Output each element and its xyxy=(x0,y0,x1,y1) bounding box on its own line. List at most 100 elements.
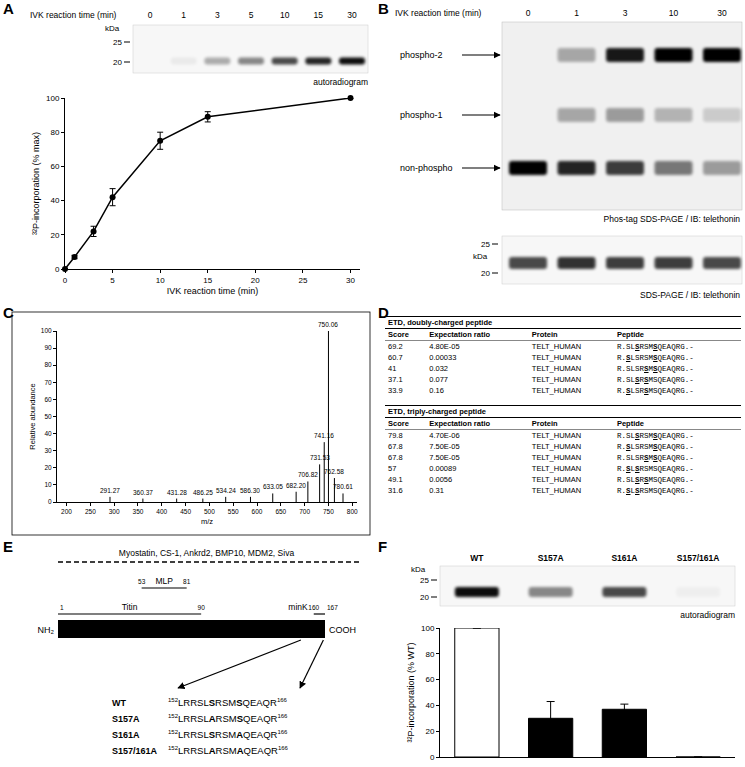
svg-text:780.61: 780.61 xyxy=(333,483,353,490)
svg-text:phospho-1: phospho-1 xyxy=(400,110,443,120)
svg-text:NH₂: NH₂ xyxy=(38,625,55,635)
svg-text:700: 700 xyxy=(299,508,310,515)
svg-text:15: 15 xyxy=(203,276,212,285)
svg-text:20: 20 xyxy=(425,727,434,736)
svg-text:750.06: 750.06 xyxy=(318,321,338,328)
svg-text:F: F xyxy=(378,538,387,555)
svg-text:3: 3 xyxy=(215,10,220,20)
svg-text:WT: WT xyxy=(112,698,126,708)
svg-text:10: 10 xyxy=(44,481,52,488)
svg-text:731.53: 731.53 xyxy=(310,454,330,461)
svg-text:Phos-tag SDS-PAGE / IB: teleth: Phos-tag SDS-PAGE / IB: telethonin xyxy=(604,214,741,224)
svg-text:S161A: S161A xyxy=(112,730,140,740)
svg-text:3: 3 xyxy=(623,8,628,18)
svg-text:10: 10 xyxy=(280,10,290,20)
svg-text:25: 25 xyxy=(113,38,122,47)
svg-text:SDS-PAGE / IB: telethonin: SDS-PAGE / IB: telethonin xyxy=(640,290,740,300)
svg-text:633.05: 633.05 xyxy=(263,483,283,490)
svg-text:phospho-2: phospho-2 xyxy=(400,50,443,60)
svg-text:C: C xyxy=(3,304,14,321)
svg-text:15: 15 xyxy=(314,10,324,20)
svg-text:100: 100 xyxy=(421,624,435,633)
svg-text:kDa: kDa xyxy=(411,565,426,574)
svg-text:152LRRSLARSMAQEAQR166: 152LRRSLARSMAQEAQR166 xyxy=(168,745,289,756)
svg-text:³²P-incorporation (% max): ³²P-incorporation (% max) xyxy=(31,132,41,235)
svg-text:30: 30 xyxy=(44,447,52,454)
svg-text:S157A: S157A xyxy=(538,553,564,563)
svg-text:167: 167 xyxy=(327,604,338,611)
svg-text:0: 0 xyxy=(430,753,435,762)
svg-text:160: 160 xyxy=(308,604,319,611)
svg-text:minK: minK xyxy=(288,602,308,612)
svg-text:152LRRSLSRSMAQEAQR166: 152LRRSLSRSMAQEAQR166 xyxy=(168,729,288,740)
svg-text:90: 90 xyxy=(44,344,52,351)
svg-text:40: 40 xyxy=(44,430,52,437)
svg-text:300: 300 xyxy=(109,508,120,515)
svg-text:IVK reaction time (min): IVK reaction time (min) xyxy=(30,10,117,20)
svg-text:0: 0 xyxy=(48,498,52,505)
svg-text:81: 81 xyxy=(183,578,191,585)
svg-text:70: 70 xyxy=(44,379,52,386)
svg-text:10: 10 xyxy=(156,276,165,285)
svg-text:IVK reaction time (min): IVK reaction time (min) xyxy=(167,286,259,296)
svg-text:682.20: 682.20 xyxy=(286,482,306,489)
svg-text:autoradiogram: autoradiogram xyxy=(313,77,368,87)
svg-text:741.16: 741.16 xyxy=(314,432,334,439)
svg-text:100: 100 xyxy=(46,94,60,103)
svg-text:152LRRSLSRSMSQEAQR166: 152LRRSLSRSMSQEAQR166 xyxy=(168,697,288,708)
svg-text:S157A: S157A xyxy=(112,714,140,724)
svg-text:486.25: 486.25 xyxy=(193,489,213,496)
svg-text:80: 80 xyxy=(425,650,434,659)
svg-text:650: 650 xyxy=(275,508,286,515)
svg-text:20: 20 xyxy=(420,593,429,602)
svg-text:706.82: 706.82 xyxy=(298,471,318,478)
svg-text:60: 60 xyxy=(425,675,434,684)
svg-text:20: 20 xyxy=(44,464,52,471)
svg-text:0: 0 xyxy=(526,8,531,18)
svg-text:A: A xyxy=(3,0,14,17)
svg-text:431.28: 431.28 xyxy=(167,489,187,496)
svg-text:550: 550 xyxy=(228,508,239,515)
svg-text:COOH: COOH xyxy=(329,625,356,635)
svg-text:10: 10 xyxy=(669,8,679,18)
svg-text:1: 1 xyxy=(574,8,579,18)
svg-text:D: D xyxy=(378,304,389,321)
svg-text:5: 5 xyxy=(110,276,115,285)
svg-text:³²P-incorporation (% WT): ³²P-incorporation (% WT) xyxy=(406,642,416,742)
svg-text:400: 400 xyxy=(156,508,167,515)
svg-text:534.24: 534.24 xyxy=(216,487,236,494)
svg-text:0: 0 xyxy=(148,10,153,20)
svg-text:60: 60 xyxy=(44,396,52,403)
svg-text:non-phospho: non-phospho xyxy=(400,163,453,173)
svg-text:autoradiogram: autoradiogram xyxy=(680,610,735,620)
svg-text:0: 0 xyxy=(55,265,60,274)
svg-text:100: 100 xyxy=(41,327,52,334)
svg-text:600: 600 xyxy=(252,508,263,515)
svg-text:25: 25 xyxy=(481,240,490,249)
svg-text:200: 200 xyxy=(61,508,72,515)
svg-text:kDa: kDa xyxy=(105,24,120,33)
svg-text:kDa: kDa xyxy=(473,252,488,261)
svg-text:40: 40 xyxy=(425,701,434,710)
svg-text:350: 350 xyxy=(133,508,144,515)
svg-text:60: 60 xyxy=(50,162,59,171)
svg-text:586.30: 586.30 xyxy=(240,487,260,494)
svg-text:5: 5 xyxy=(249,10,254,20)
svg-text:53: 53 xyxy=(138,578,146,585)
svg-text:B: B xyxy=(378,0,389,17)
svg-text:30: 30 xyxy=(717,8,727,18)
svg-text:1: 1 xyxy=(60,604,64,611)
svg-text:80: 80 xyxy=(44,361,52,368)
svg-text:80: 80 xyxy=(50,128,59,137)
svg-text:750: 750 xyxy=(323,508,334,515)
svg-text:152LRRSLARSMSQEAQR166: 152LRRSLARSMSQEAQR166 xyxy=(168,713,288,724)
svg-text:S161A: S161A xyxy=(611,553,637,563)
svg-text:20: 20 xyxy=(113,58,122,67)
svg-text:S157/161A: S157/161A xyxy=(112,746,158,756)
svg-text:50: 50 xyxy=(44,413,52,420)
svg-text:250: 250 xyxy=(85,508,96,515)
svg-text:E: E xyxy=(3,538,13,555)
svg-text:S157/161A: S157/161A xyxy=(677,553,720,563)
svg-text:800: 800 xyxy=(347,508,358,515)
svg-text:20: 20 xyxy=(481,269,490,278)
